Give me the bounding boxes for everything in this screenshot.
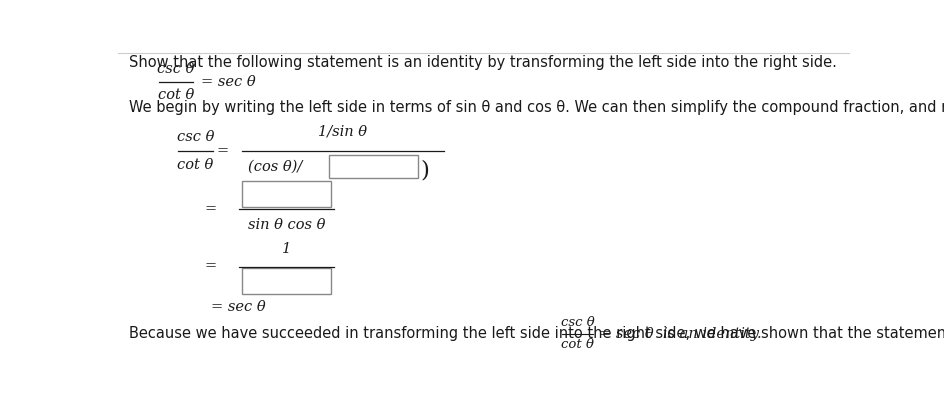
FancyBboxPatch shape: [242, 181, 331, 208]
Text: csc θ: csc θ: [158, 62, 194, 75]
Text: cot θ: cot θ: [177, 158, 213, 172]
Text: csc θ: csc θ: [177, 130, 214, 144]
Text: ): ): [420, 160, 430, 182]
Text: 1/sin θ: 1/sin θ: [318, 125, 367, 139]
Text: = sec θ: = sec θ: [211, 299, 265, 314]
Text: We begin by writing the left side in terms of sin θ and cos θ. We can then simpl: We begin by writing the left side in ter…: [128, 100, 944, 115]
Text: = sec θ: = sec θ: [201, 75, 256, 89]
Text: =: =: [205, 260, 217, 274]
Text: (cos θ)/: (cos θ)/: [248, 160, 302, 174]
FancyBboxPatch shape: [329, 155, 418, 178]
Text: 1: 1: [282, 242, 291, 256]
Text: = sec θ  is an identity.: = sec θ is an identity.: [599, 327, 762, 341]
Text: =: =: [216, 144, 228, 158]
Text: cot θ: cot θ: [158, 88, 194, 102]
Text: =: =: [205, 202, 217, 216]
FancyBboxPatch shape: [242, 268, 331, 294]
Text: sin θ cos θ: sin θ cos θ: [248, 218, 326, 232]
Text: Show that the following statement is an identity by transforming the left side i: Show that the following statement is an …: [128, 55, 836, 70]
Text: csc θ: csc θ: [561, 316, 595, 329]
Text: Because we have succeeded in transforming the left side into the right side, we : Because we have succeeded in transformin…: [128, 326, 944, 341]
Text: cot θ: cot θ: [561, 338, 594, 351]
